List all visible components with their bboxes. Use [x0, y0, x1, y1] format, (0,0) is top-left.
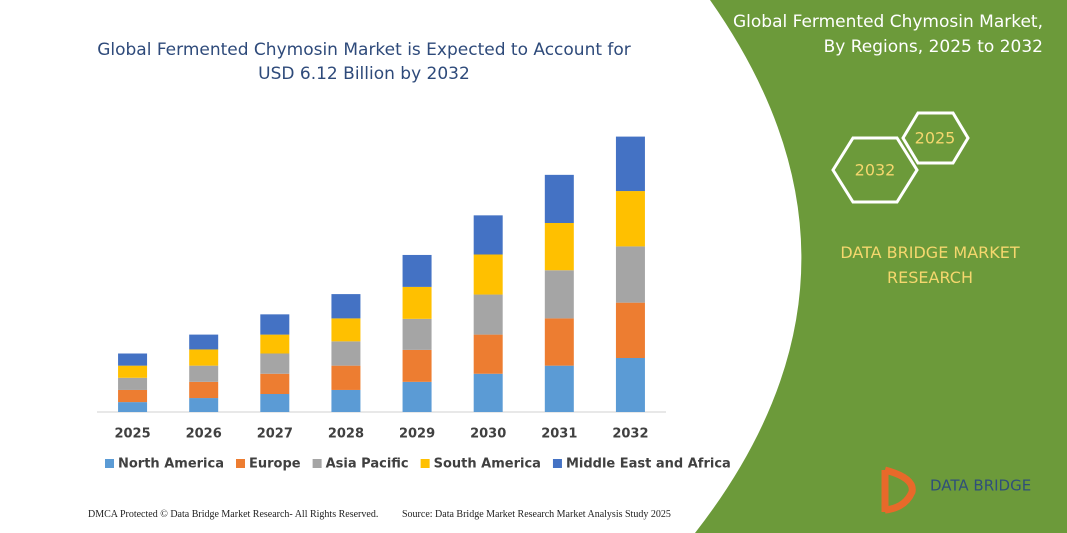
hex-label: 2025: [915, 129, 956, 148]
bar-segment: [544, 318, 574, 366]
bar-segment: [331, 294, 361, 319]
legend-swatch: [236, 459, 245, 468]
bar-segment: [118, 377, 148, 390]
bar-segment: [189, 398, 219, 412]
bar-segment: [331, 341, 361, 366]
bar-segment: [544, 270, 574, 319]
bar-segment: [118, 353, 148, 366]
side-panel: [695, 0, 1067, 533]
bar-segment: [189, 334, 219, 350]
hex-label: 2032: [855, 161, 896, 180]
x-tick-label: 2027: [257, 427, 293, 442]
bar-segment: [260, 394, 290, 412]
legend-swatch: [552, 459, 562, 468]
logo-mark: [881, 466, 916, 514]
bar-segment: [544, 365, 574, 412]
x-tick-label: 2030: [470, 427, 506, 442]
bar-segment: [331, 389, 361, 412]
bar-segment: [189, 365, 219, 382]
bar-segment: [260, 353, 290, 374]
bar-segment: [402, 349, 432, 382]
x-tick-label: 2029: [399, 427, 435, 442]
legend-label: Asia Pacific: [326, 457, 409, 472]
bar-segment: [118, 402, 148, 412]
legend-swatch: [312, 459, 322, 468]
legend-label: Middle East and Africa: [566, 457, 731, 472]
brand-text: DATA BRIDGE MARKET RESEARCH: [840, 243, 1020, 287]
hexagon: [901, 111, 970, 165]
footer-left: DMCA Protected © Data Bridge Market Rese…: [88, 509, 379, 520]
bar-segment: [473, 254, 503, 295]
bar-segment: [615, 302, 645, 358]
bar-segment: [118, 365, 148, 378]
bar-segment: [473, 215, 503, 255]
x-tick-label: 2025: [114, 427, 150, 442]
bar-segment: [402, 381, 432, 412]
legend-swatch: [105, 459, 114, 468]
logo-text: DATA BRIDGE: [930, 477, 1031, 495]
legend-label: Europe: [249, 457, 301, 472]
bar-segment: [331, 365, 361, 390]
bar-segment: [473, 334, 503, 374]
x-tick-label: 2028: [328, 427, 364, 442]
bar-segment: [189, 381, 219, 399]
legend-label: South America: [434, 457, 541, 472]
bar-segment: [615, 191, 645, 247]
x-tick-label: 2031: [541, 427, 577, 442]
bar-segment: [473, 373, 503, 412]
hexagon: [831, 136, 919, 204]
bar-segment: [402, 254, 432, 287]
side-title: Global Fermented Chymosin Market, By Reg…: [732, 12, 1043, 57]
bar-segment: [260, 314, 290, 335]
bar-segment: [544, 223, 574, 271]
bar-segment: [615, 136, 645, 192]
legend-swatch: [420, 459, 430, 468]
x-tick-label: 2026: [186, 427, 222, 442]
bar-segment: [260, 334, 290, 354]
bar-segment: [473, 294, 503, 335]
bar-segment: [402, 286, 432, 319]
bar-segment: [189, 349, 219, 366]
bar-segment: [615, 246, 645, 303]
bar-segment: [260, 373, 290, 394]
footer-right: Source: Data Bridge Market Research Mark…: [402, 509, 671, 520]
bar-segment: [331, 318, 361, 342]
bar-segment: [544, 174, 574, 223]
bar-segment: [615, 358, 645, 412]
chart-title: Global Fermented Chymosin Market is Expe…: [97, 40, 631, 84]
legend-label: North America: [118, 457, 224, 472]
x-tick-label: 2032: [612, 427, 648, 442]
bar-segment: [118, 389, 148, 403]
bar-segment: [402, 318, 432, 350]
